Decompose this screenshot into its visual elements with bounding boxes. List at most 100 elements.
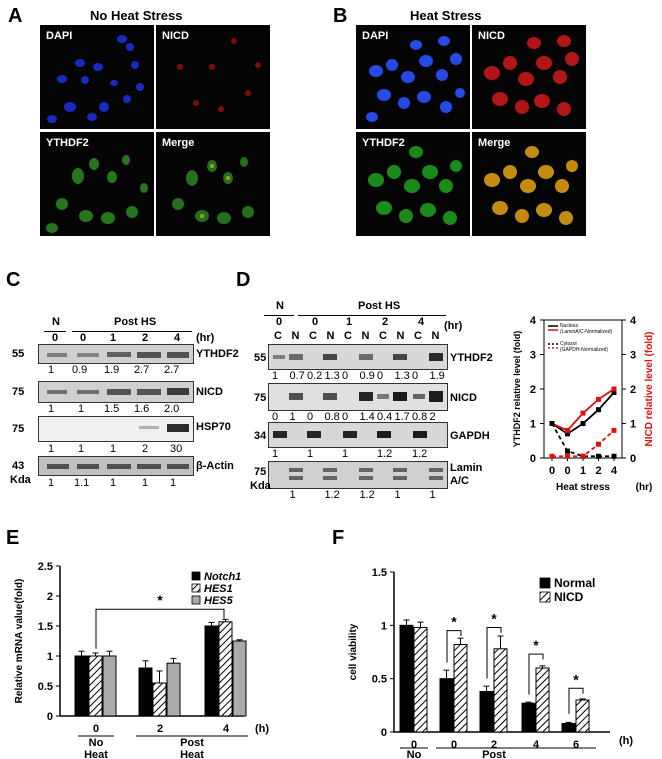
d-quant: 1: [289, 489, 296, 501]
x-tick-label: 0: [564, 465, 570, 477]
x-tick-label: 2: [157, 723, 163, 735]
d-lane-label: C: [344, 330, 352, 342]
c-time: 4: [174, 332, 181, 344]
data-point: [596, 396, 601, 402]
d-lane-label: N: [431, 330, 440, 342]
significance-star: *: [491, 610, 497, 626]
cells-image: [46, 155, 148, 233]
x-tick-label: 0: [93, 723, 99, 735]
c-protein-label: YTHDF2: [196, 348, 239, 360]
d-post-bracket: [298, 315, 446, 316]
d-quant: 1.2: [377, 448, 393, 460]
y-tick-label: 0.5: [38, 681, 53, 693]
bar: [479, 690, 494, 733]
d-mw: 55: [254, 352, 267, 364]
y-tick-label-left: 3: [530, 350, 536, 362]
d-mw: 34: [254, 430, 267, 442]
d-quant: 0.7: [289, 370, 305, 382]
group-label: No: [407, 749, 422, 759]
d-lane-label: N: [326, 330, 335, 342]
bar: [102, 655, 117, 717]
significance-bracket: [568, 687, 584, 714]
cells-image: [484, 146, 578, 225]
panel-b-title: Heat Stress: [410, 8, 482, 23]
tile-label: YTHDF2: [362, 137, 405, 149]
d-kda: Kda: [250, 480, 271, 492]
d-quant: 0: [342, 411, 349, 423]
x-unit: (h): [255, 723, 269, 735]
x-tick-label: 4: [611, 465, 618, 477]
tile-label: Merge: [162, 137, 195, 149]
y-tick-label-right: 0: [630, 453, 636, 465]
data-point: [565, 453, 570, 459]
c-blot-nicd: [38, 381, 194, 403]
d-quant: 1: [342, 448, 349, 460]
y-tick-label: 2.5: [38, 561, 53, 573]
legend-swatch: [539, 591, 551, 603]
d-lane-label: C: [274, 330, 282, 342]
bar: [218, 621, 233, 717]
d-quant: 1.9: [429, 370, 445, 382]
c-quant: 1.6: [134, 403, 150, 415]
x-tick-label: 2: [595, 465, 601, 477]
group-label: No: [89, 737, 104, 749]
d-mw: 75: [254, 392, 267, 404]
micrograph-b-ythdf2: YTHDF2: [356, 132, 470, 236]
c-quant: 30: [170, 443, 183, 455]
d-quant: 1.2: [412, 448, 428, 460]
legend-text: (GAPDH-Normalized): [560, 347, 608, 353]
data-point: [549, 453, 555, 459]
significance-bracket: [95, 608, 225, 649]
y-tick-label-right: 1: [630, 419, 636, 431]
c-quant: 1: [48, 364, 55, 376]
bar: [138, 667, 153, 717]
d-protein-label: YTHDF2: [450, 352, 493, 364]
micrograph-b-merge: Merge: [472, 132, 586, 236]
bar: [88, 655, 103, 717]
x-unit: (h): [619, 735, 633, 747]
c-quant: 1: [48, 443, 55, 455]
c-kda: Kda: [10, 474, 31, 486]
tile-label: NICD: [478, 30, 505, 42]
d-lane-label: N: [291, 330, 300, 342]
data-point: [611, 427, 617, 433]
d-time: 4: [418, 316, 425, 328]
data-point: [565, 427, 570, 433]
data-point: [580, 410, 586, 416]
c-time: 0: [80, 332, 87, 344]
c-quant: 0.9: [72, 364, 88, 376]
c-quant: 1: [170, 477, 177, 489]
d-quant: 1: [272, 448, 279, 460]
legend-text: HES1: [204, 583, 233, 595]
d-protein-label: NICD: [450, 392, 477, 404]
c-time: 0: [52, 332, 59, 344]
c-quant: 1.9: [104, 364, 120, 376]
d-blot-nicd: [268, 383, 448, 411]
d-quant: 0: [272, 411, 279, 423]
c-n-bracket: [44, 331, 66, 332]
c-quant: 1: [48, 403, 55, 415]
y-tick-label-left: 4: [530, 315, 537, 327]
c-blot-actin: [38, 456, 194, 476]
x-axis-label: Heat stress: [556, 482, 610, 493]
d-quant: 1: [429, 489, 436, 501]
d-group-post: Post HS: [358, 300, 401, 312]
c-post-bracket: [72, 331, 192, 332]
legend-text: HES5: [204, 595, 234, 607]
y-tick-label-left: 0: [530, 453, 536, 465]
group-label: Heat: [180, 749, 204, 759]
d-quant: 0.4: [377, 411, 393, 423]
significance-star: *: [157, 592, 163, 608]
x-tick-label: 4: [533, 739, 540, 751]
c-quant: 1: [110, 477, 117, 489]
significance-star: *: [533, 637, 539, 653]
c-quant: 1: [48, 477, 55, 489]
data-point: [611, 453, 617, 459]
d-n-bracket: [264, 315, 294, 316]
tile-label: YTHDF2: [46, 137, 89, 149]
cells-image: [366, 36, 465, 122]
legend-text: Normal: [554, 576, 595, 590]
significance-bracket: [486, 626, 502, 679]
x-tick-label: 1: [580, 465, 586, 477]
micrograph-b-dapi: DAPI: [356, 25, 470, 129]
